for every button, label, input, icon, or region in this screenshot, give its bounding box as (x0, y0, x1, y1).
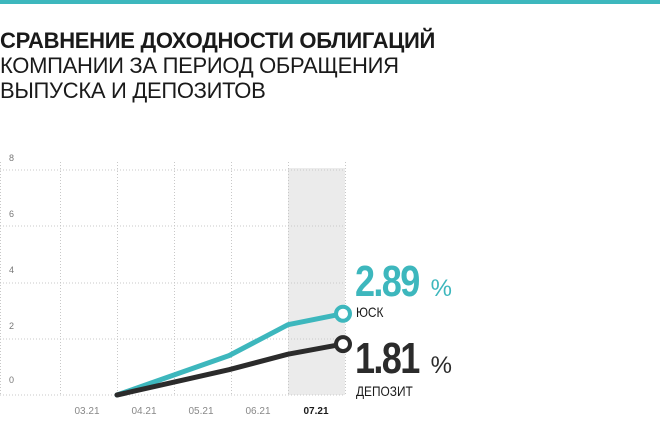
deposit-line (114, 341, 346, 398)
x-tick-label: 05.21 (188, 406, 213, 417)
top-accent-bar (0, 0, 660, 4)
chart-title: СРАВНЕНИЕ ДОХОДНОСТИ ОБЛИГАЦИЙ КОМПАНИИ … (0, 28, 640, 103)
deposit-label-text: ДЕПОЗИТ (356, 383, 413, 399)
y-tick-label: 2 (9, 321, 14, 331)
y-tick-label: 6 (9, 209, 14, 219)
yusk-value-number: 2.89 (355, 257, 420, 306)
yusk-label-text: ЮСК (356, 304, 384, 320)
yusk-end-value: 2.89% (355, 260, 452, 304)
deposit-series-label: ДЕПОЗИТ (356, 384, 423, 400)
yusk-value-unit: % (430, 275, 452, 302)
deposit-end-marker (334, 335, 352, 354)
y-tick-label: 8 (9, 153, 14, 163)
deposit-value-unit: % (430, 352, 452, 379)
title-line-1: СРАВНЕНИЕ ДОХОДНОСТИ ОБЛИГАЦИЙ (0, 28, 435, 53)
deposit-end-value: 1.81% (355, 337, 452, 381)
yusk-series-label: ЮСК (356, 305, 388, 321)
title-line-3: ВЫПУСКА И ДЕПОЗИТОВ (0, 78, 266, 103)
x-tick-label: 06.21 (245, 406, 270, 417)
y-tick-label: 0 (9, 375, 14, 385)
x-tick-label: 03.21 (74, 406, 99, 417)
yusk-end-marker (334, 304, 352, 323)
y-tick-label: 4 (9, 265, 14, 275)
x-tick-label: 07.21 (303, 406, 328, 417)
title-line-2: КОМПАНИИ ЗА ПЕРИОД ОБРАЩЕНИЯ (0, 53, 399, 78)
highlight-band (288, 168, 345, 395)
yusk-line (114, 311, 346, 398)
x-tick-label: 04.21 (131, 406, 156, 417)
deposit-value-number: 1.81 (355, 334, 420, 383)
